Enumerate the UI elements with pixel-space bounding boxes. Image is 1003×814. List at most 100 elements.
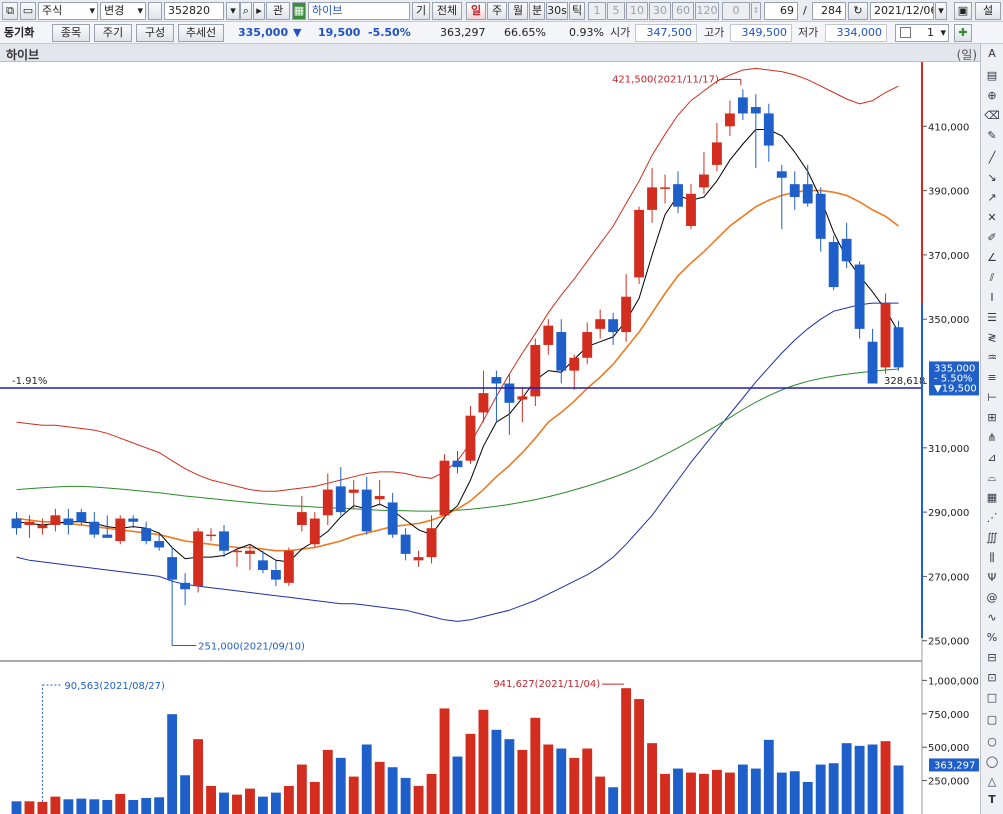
- minute-option-120[interactable]: 120: [695, 2, 719, 20]
- count-select[interactable]: 1 ▾: [895, 24, 949, 42]
- refresh-icon[interactable]: ↻: [848, 2, 868, 20]
- volume-bar: [154, 797, 165, 814]
- cross-tool-icon[interactable]: ✕: [987, 211, 997, 224]
- blank-icon[interactable]: [148, 2, 162, 20]
- volume-bar: [504, 739, 515, 814]
- candle-down: [776, 171, 787, 178]
- chevron-down-icon[interactable]: ▾: [226, 2, 240, 20]
- angle-tool-icon[interactable]: ∠: [987, 251, 997, 264]
- regression-tool-icon[interactable]: ⋰: [986, 511, 998, 524]
- fan-tool-icon[interactable]: ⋔: [987, 431, 997, 444]
- cursor-tool-icon[interactable]: A: [988, 47, 996, 60]
- link-button[interactable]: 관: [266, 2, 290, 20]
- tab-period-month[interactable]: 월: [508, 2, 528, 20]
- spin-icon[interactable]: ⇕: [751, 2, 761, 20]
- horizontal-lines-tool-icon[interactable]: ☰: [987, 311, 997, 324]
- speed-line-tool-icon[interactable]: ⊢: [987, 391, 997, 404]
- volume-bar: [737, 764, 748, 814]
- tab-period-tick[interactable]: 틱: [569, 2, 585, 20]
- volume-bar: [543, 744, 554, 814]
- volume-bar: [258, 796, 268, 814]
- spiral-tool-icon[interactable]: @: [986, 591, 998, 604]
- minute-option-1[interactable]: 1: [588, 2, 606, 20]
- candle-down: [258, 560, 268, 570]
- candle-up: [439, 460, 450, 516]
- zoom-tool-icon[interactable]: ⊕: [987, 89, 997, 102]
- config-button[interactable]: 구성: [136, 24, 174, 42]
- arc-tool-icon[interactable]: ⌓: [987, 471, 997, 484]
- cycle-tool-icon[interactable]: ∭: [986, 531, 998, 544]
- ruler-tool-icon[interactable]: ⊟: [987, 651, 997, 664]
- candle-up: [24, 521, 35, 525]
- window-icon[interactable]: ⧉: [2, 2, 18, 20]
- gi-button[interactable]: 기: [412, 2, 430, 20]
- minute-option-60[interactable]: 60: [672, 2, 694, 20]
- pencil-tool-icon[interactable]: ✎: [987, 129, 997, 142]
- rectangle-tool-icon[interactable]: □: [986, 691, 998, 704]
- tab-period-week[interactable]: 주: [487, 2, 507, 20]
- wave-tool-icon[interactable]: ∿: [987, 611, 997, 624]
- market-select[interactable]: 주식 ▾: [38, 2, 98, 20]
- volume-bar: [595, 776, 606, 814]
- volume-bar: [880, 741, 891, 814]
- fibonacci-tool-icon[interactable]: ♒: [987, 351, 997, 364]
- triangle-tool-icon[interactable]: △: [987, 775, 997, 788]
- levels-tool-icon[interactable]: ≡: [987, 371, 997, 384]
- tab-period-30s[interactable]: 30s: [546, 2, 568, 20]
- settings-button[interactable]: 설: [975, 2, 1001, 20]
- volume-bar: [621, 688, 632, 814]
- group-icon[interactable]: ▦: [292, 2, 306, 20]
- date-input[interactable]: 2021/12/06: [870, 2, 934, 20]
- time-zone-tool-icon[interactable]: ⫼: [989, 551, 995, 564]
- retracement-tool-icon[interactable]: ⊞: [987, 411, 997, 424]
- save-disk-icon[interactable]: ▣: [954, 2, 972, 20]
- tab-period-minute[interactable]: 분: [529, 2, 545, 20]
- mode-select[interactable]: 변경 ▾: [100, 2, 146, 20]
- gann-fan-tool-icon[interactable]: ⊿: [987, 451, 997, 464]
- pitchfork-tool-icon[interactable]: Ψ: [987, 571, 997, 584]
- window-tool-icon[interactable]: ▤: [986, 69, 998, 82]
- page-current-input[interactable]: 69: [764, 2, 798, 20]
- vertical-line-tool-icon[interactable]: Ⅰ: [990, 291, 994, 304]
- minute-option-5[interactable]: 5: [607, 2, 625, 20]
- volume-bar: [686, 772, 696, 814]
- add-icon[interactable]: ✚: [954, 24, 972, 42]
- play-icon[interactable]: ▸: [253, 2, 265, 20]
- price-chart[interactable]: -1.91% 328,618 421,500(2021/11/17) 251,000…: [0, 62, 980, 814]
- channel-tool-icon[interactable]: ⫽: [989, 271, 995, 284]
- candle-down: [11, 518, 22, 529]
- candle-up: [530, 344, 541, 397]
- circle-tool-icon[interactable]: ◯: [985, 755, 999, 768]
- chevron-down-icon[interactable]: ▾: [935, 2, 947, 20]
- line-tool-icon[interactable]: ╱: [988, 151, 996, 164]
- text-tool-icon[interactable]: T: [988, 793, 996, 806]
- trendline-button[interactable]: 추세선: [178, 24, 224, 42]
- low-label: 저가: [798, 26, 819, 39]
- item-button[interactable]: 종목: [52, 24, 90, 42]
- eraser-tool-icon[interactable]: ⌫: [984, 109, 1000, 122]
- checkbox-icon[interactable]: [900, 27, 911, 38]
- zigzag-tool-icon[interactable]: ≷: [987, 331, 997, 344]
- minute-option-10[interactable]: 10: [626, 2, 648, 20]
- sync-label[interactable]: 동기화: [4, 26, 35, 39]
- code-input[interactable]: 352820: [164, 2, 224, 20]
- current-price-tag-line: - 5.50%: [934, 373, 973, 384]
- candle-down: [815, 193, 826, 239]
- arrow-line-tool-icon[interactable]: ↘: [987, 171, 997, 184]
- grid-tool-icon[interactable]: ▦: [986, 491, 998, 504]
- ray-tool-icon[interactable]: ↗: [987, 191, 997, 204]
- all-button[interactable]: 전체: [432, 2, 462, 20]
- tab-period-day[interactable]: 일: [466, 2, 486, 20]
- search-icon[interactable]: ⌕: [240, 2, 252, 20]
- measure-tool-icon[interactable]: ⊡: [987, 671, 997, 684]
- minute-option-30[interactable]: 30: [649, 2, 671, 20]
- save-icon[interactable]: ▭: [20, 2, 36, 20]
- pen-tool-icon[interactable]: ✐: [987, 231, 997, 244]
- percent-tool-icon[interactable]: %: [986, 631, 998, 644]
- tick-value-input[interactable]: 0: [722, 2, 750, 20]
- candle-down: [673, 184, 683, 207]
- period-button[interactable]: 주기: [94, 24, 132, 42]
- rectangle-tool-icon[interactable]: ▢: [986, 713, 998, 726]
- ellipse-tool-icon[interactable]: ○: [987, 735, 997, 748]
- stock-name-field[interactable]: 하이브: [308, 2, 410, 20]
